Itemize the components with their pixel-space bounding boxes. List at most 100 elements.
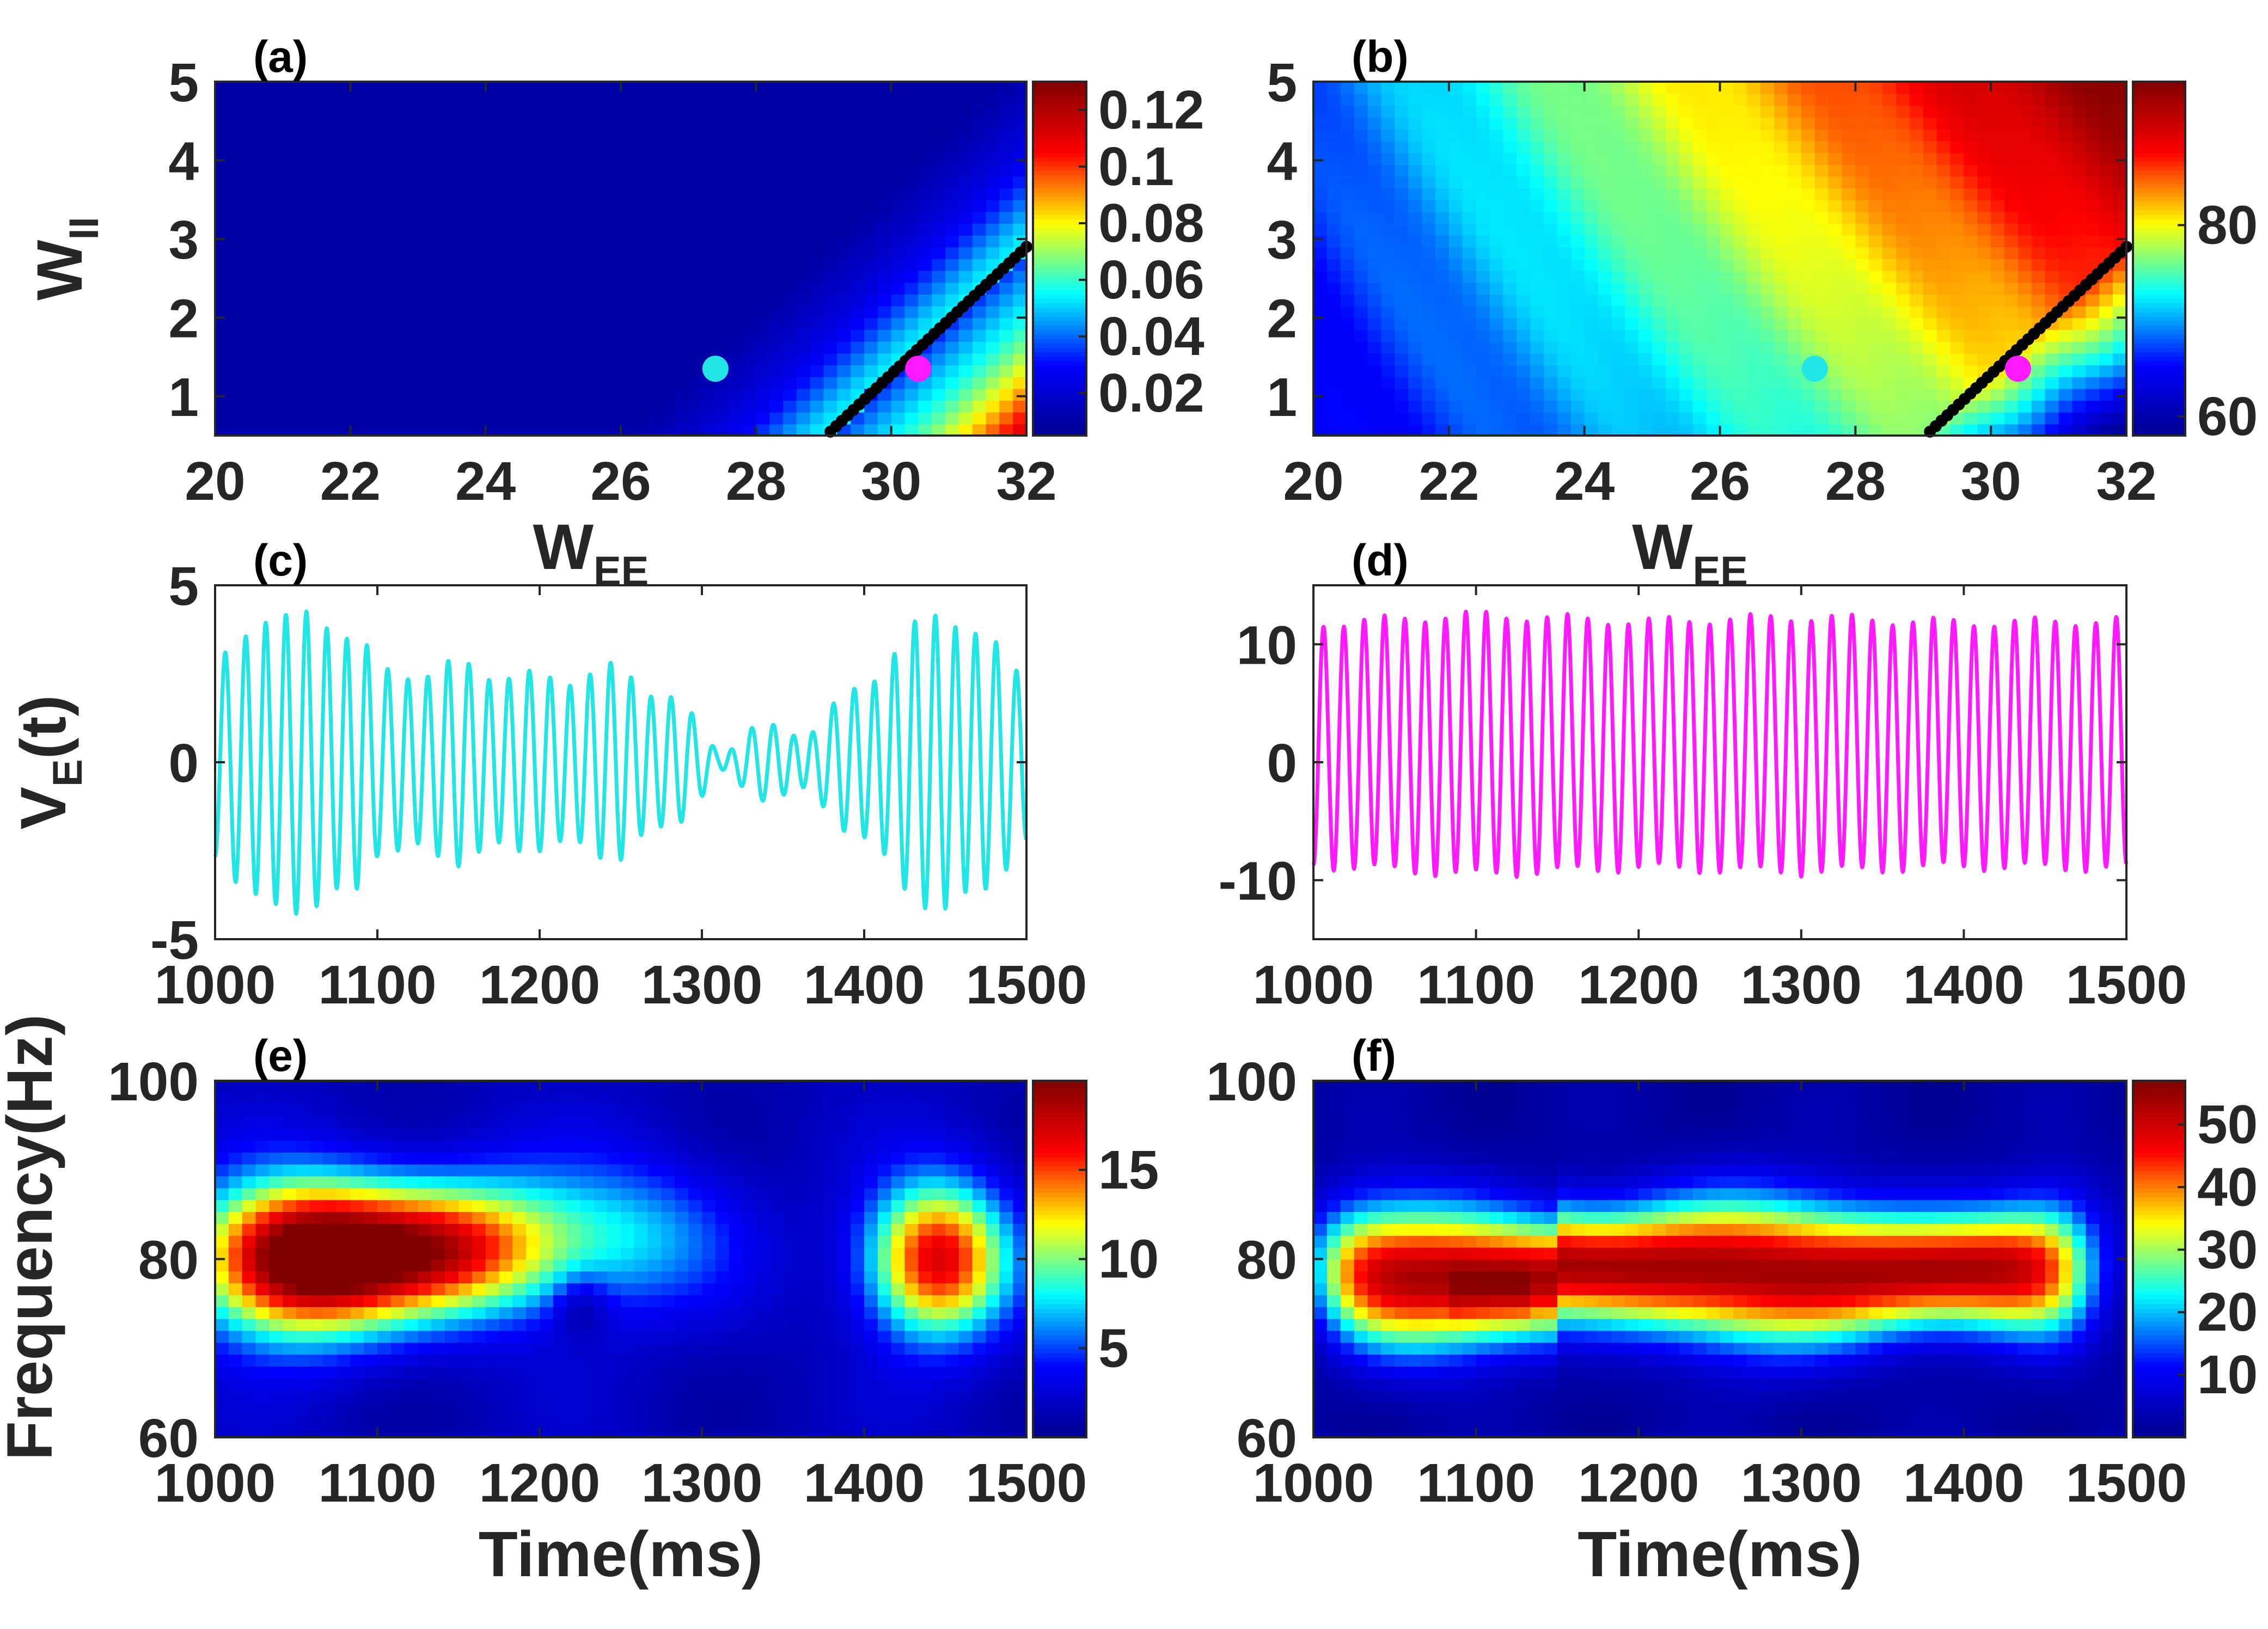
heat-cell <box>242 1128 256 1141</box>
heat-cell <box>607 93 621 106</box>
heat-cell <box>512 341 527 354</box>
heat-cell <box>566 117 581 130</box>
heat-cell <box>945 82 959 94</box>
heat-cell <box>1503 294 1518 307</box>
heat-cell <box>283 1235 297 1248</box>
heat-cell <box>364 317 378 330</box>
heat-cell <box>702 247 716 259</box>
colorbar-segment <box>2133 90 2185 96</box>
heat-cell <box>377 1223 392 1236</box>
colorbar-segment <box>2133 405 2185 410</box>
colorbar-segment <box>2133 351 2185 357</box>
heat-cell <box>499 259 513 271</box>
heat-cell <box>553 388 567 401</box>
heat-cell <box>390 82 405 94</box>
heat-cell <box>1448 424 1463 436</box>
heat-cell <box>1896 82 1910 94</box>
heat-cell <box>837 164 852 177</box>
colorbar-segment <box>1033 431 1086 436</box>
heat-cell <box>742 365 757 377</box>
heat-cell <box>1625 82 1640 94</box>
heat-cell <box>1544 176 1558 188</box>
heat-cell <box>526 247 540 259</box>
heat-cell <box>2031 117 2046 130</box>
heat-cell <box>323 1235 338 1248</box>
heat-cell <box>431 1116 446 1129</box>
heat-cell <box>228 164 243 177</box>
heat-cell <box>904 211 919 224</box>
heat-cell <box>1530 341 1544 354</box>
heat-cell <box>364 128 378 142</box>
colorbar-segment <box>2133 249 2185 255</box>
heat-cell <box>1760 353 1775 365</box>
colorbar-segment <box>2133 382 2185 388</box>
heat-cell <box>499 117 513 130</box>
heat-cell <box>445 376 459 389</box>
heat-cell <box>1909 400 1924 413</box>
heat-cell <box>2099 353 2114 365</box>
heat-cell <box>242 247 256 259</box>
heat-cell <box>2058 341 2073 354</box>
heat-cell <box>1896 199 1910 212</box>
heat-cell <box>1747 259 1762 271</box>
heat-cell <box>1923 282 1937 295</box>
heat-cell <box>1977 128 1992 142</box>
heat-cell <box>1395 176 1409 188</box>
heat-cell <box>364 1342 378 1355</box>
heat-cell <box>323 152 338 165</box>
heat-cell <box>1964 259 1978 271</box>
heat-cell <box>1598 247 1612 259</box>
heat-cell <box>540 305 554 319</box>
heat-cell <box>323 1318 338 1331</box>
heat-cell <box>1828 305 1843 319</box>
heat-cell <box>485 1330 500 1343</box>
heat-cell <box>945 270 959 283</box>
heat-cell <box>1977 305 1992 319</box>
heat-cell <box>580 1140 595 1153</box>
heat-cell <box>769 211 784 224</box>
heat-cell <box>1570 188 1585 200</box>
heat-cell <box>688 105 702 118</box>
heat-cell <box>377 424 392 436</box>
heat-cell <box>337 1354 351 1367</box>
heat-cell <box>1760 188 1775 200</box>
heat-cell <box>1462 164 1477 177</box>
heat-cell <box>1774 211 1788 224</box>
heat-cell <box>1869 353 1884 365</box>
heat-cell <box>2004 412 2019 425</box>
heat-cell <box>337 176 351 188</box>
heat-cell <box>242 1354 256 1367</box>
heat-cell <box>337 317 351 330</box>
heat-cell <box>459 223 473 236</box>
colorbar-segment <box>1033 143 1086 149</box>
heat-cell <box>1435 317 1450 330</box>
heat-cell <box>972 188 987 200</box>
heat-cell <box>309 1283 324 1295</box>
heat-cell <box>1869 164 1884 177</box>
heat-cell <box>269 329 284 342</box>
heat-cell <box>459 1283 473 1295</box>
heat-cell <box>769 270 784 283</box>
heat-cell <box>945 176 959 188</box>
heat-cell <box>1896 128 1910 142</box>
heat-cell <box>1991 400 2006 413</box>
heat-cell <box>607 353 621 365</box>
heat-cell <box>1706 317 1721 330</box>
heat-cell <box>1950 235 1965 248</box>
heat-cell <box>796 164 811 177</box>
heat-cell <box>377 1330 392 1343</box>
heat-cell <box>810 176 824 188</box>
heat-cell <box>499 1163 513 1177</box>
heat-cell <box>1489 424 1504 436</box>
heat-cell <box>2113 305 2127 319</box>
heat-cell <box>634 1401 649 1414</box>
heat-cell <box>269 1128 284 1141</box>
heat-cell <box>404 341 419 354</box>
heat-cell <box>864 329 878 342</box>
heat-cell <box>1720 294 1734 307</box>
heat-cell <box>309 1199 324 1212</box>
heat-cell <box>1760 294 1775 307</box>
heat-cell <box>1435 82 1450 94</box>
heat-cell <box>1476 270 1490 283</box>
